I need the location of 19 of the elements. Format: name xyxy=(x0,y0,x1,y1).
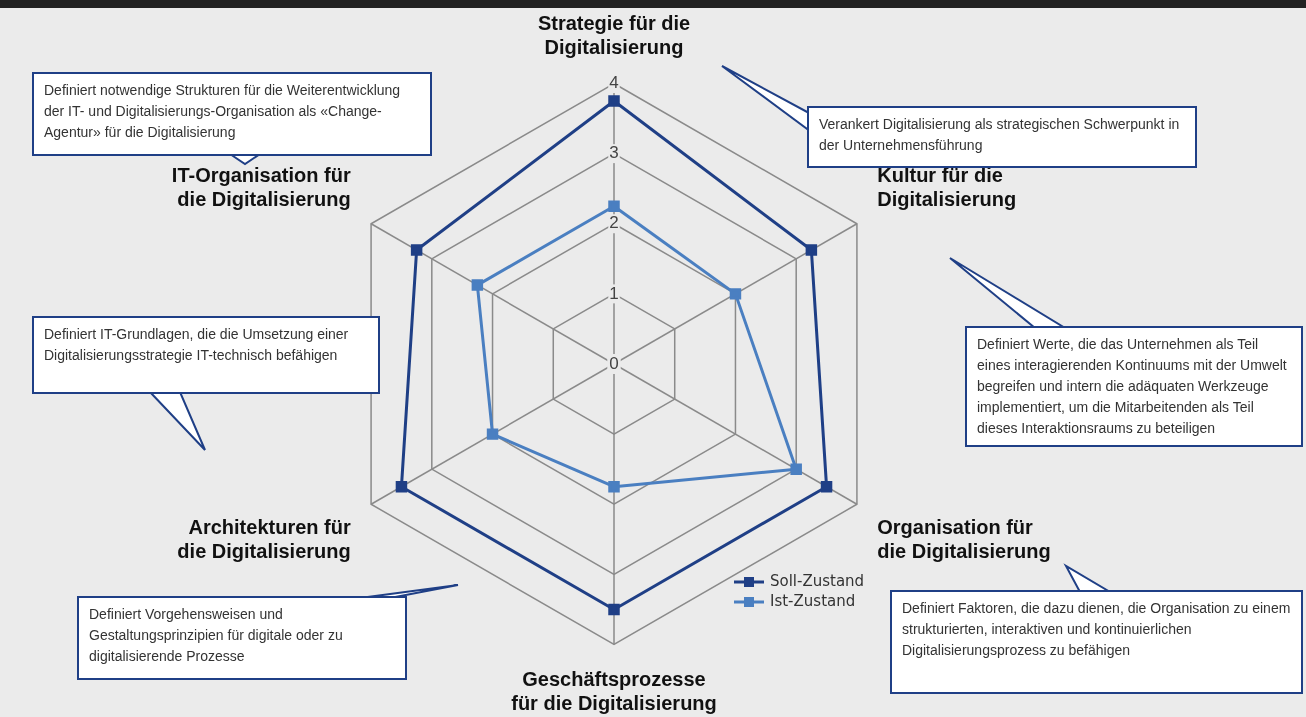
y-tick-label: 0 xyxy=(609,353,619,373)
y-tick-label: 1 xyxy=(609,283,619,303)
text: Definiert notwendige Strukturen für die Weiterentwicklung der IT- und Digitalisierungs-Organisation als «Change-Agentur» für die Digitalisierung xyxy=(32,72,432,156)
text: Definiert Faktoren, die dazu dienen, die Organisation zu einem strukturierten, interaktiven und kontinuierlichen Digitalisierungsprozess zu befähigen xyxy=(890,590,1303,694)
spoke-label: Organisation für die Digitalisierung xyxy=(877,515,1051,562)
text: Definiert Werte, die das Unternehmen als Teil eines interagierenden Kontinuums mit der Umwelt begreifen und intern die adäquaten Werkzeuge implementiert, um die Mitarbeitenden als Teil dieses Interaktionsraums zu beteiligen xyxy=(965,326,1303,447)
legend-label: Ist-Zustand xyxy=(770,591,856,610)
y-tick-label: 2 xyxy=(609,213,619,233)
text: Definiert Vorgehensweisen und Gestaltungsprinzipien für digitale oder zu digitalisierende Prozesse xyxy=(77,596,407,680)
y-tick-label: 3 xyxy=(609,143,619,163)
y-tick-label: 4 xyxy=(609,73,619,93)
legend-label: Soll-Zustand xyxy=(770,571,865,590)
spoke-label: IT-Organisation für die Digitalisierung xyxy=(171,163,351,210)
text: Definiert IT-Grundlagen, die die Umsetzung einer Digitalisierungsstrategie IT-technisch befähigen xyxy=(32,316,380,394)
spoke-label: Strategie für die Digitalisierung xyxy=(537,11,691,58)
spoke-label: Architekturen für die Digitalisierung xyxy=(177,515,351,562)
spoke-label: Geschäftsprozesse für die Digitalisierung xyxy=(511,667,717,714)
text: Verankert Digitalisierung als strategischen Schwerpunkt in der Unternehmensführung xyxy=(819,116,1180,153)
spoke-label: Kultur für die Digitalisierung xyxy=(877,163,1017,210)
